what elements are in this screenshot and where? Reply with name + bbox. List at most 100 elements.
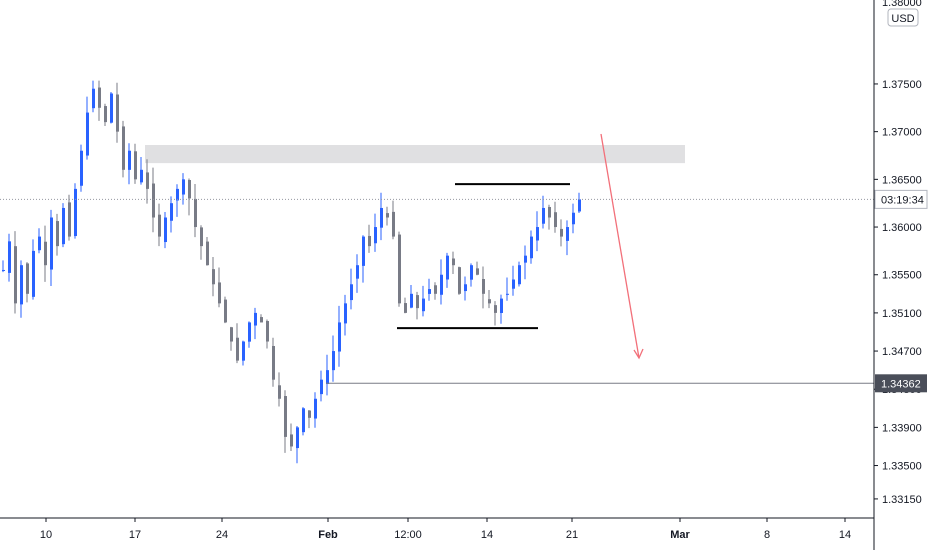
candle[interactable] — [524, 245, 527, 280]
candle[interactable] — [50, 209, 53, 286]
candle[interactable] — [128, 143, 131, 185]
candle[interactable] — [14, 231, 17, 314]
candle[interactable] — [398, 231, 401, 307]
candle[interactable] — [260, 314, 263, 323]
candle[interactable] — [476, 261, 479, 276]
candle[interactable] — [560, 219, 563, 247]
candle[interactable] — [332, 335, 335, 382]
candle[interactable] — [374, 213, 377, 252]
candle[interactable] — [434, 282, 437, 300]
candle[interactable] — [554, 201, 557, 233]
candle[interactable] — [32, 239, 35, 300]
candle[interactable] — [8, 233, 11, 282]
candle[interactable] — [236, 323, 239, 364]
candle[interactable] — [392, 200, 395, 240]
candle[interactable] — [80, 144, 83, 192]
candle[interactable] — [116, 82, 119, 143]
candle[interactable] — [26, 262, 29, 303]
candle[interactable] — [290, 423, 293, 452]
candle[interactable] — [104, 103, 107, 126]
candle[interactable] — [446, 252, 449, 288]
candle[interactable] — [254, 307, 257, 340]
candle[interactable] — [506, 277, 509, 301]
candle[interactable] — [170, 196, 173, 233]
candle[interactable] — [224, 296, 227, 324]
candle[interactable] — [56, 213, 59, 256]
candle[interactable] — [266, 319, 269, 349]
candle[interactable] — [188, 178, 191, 216]
candle[interactable] — [578, 192, 581, 213]
down-arrow-shaft[interactable] — [600, 133, 640, 359]
candle[interactable] — [518, 261, 521, 287]
candle[interactable] — [488, 289, 491, 309]
candle[interactable] — [494, 301, 497, 326]
candle[interactable] — [230, 326, 233, 351]
candle[interactable] — [218, 267, 221, 308]
candle[interactable] — [308, 410, 311, 429]
candle[interactable] — [410, 284, 413, 309]
candle[interactable] — [296, 426, 299, 464]
candle[interactable] — [110, 91, 113, 124]
candle[interactable] — [74, 183, 77, 239]
candle[interactable] — [356, 254, 359, 293]
candle[interactable] — [152, 167, 155, 233]
candle[interactable] — [206, 237, 209, 266]
candle[interactable] — [86, 96, 89, 160]
candle[interactable] — [98, 80, 101, 121]
candle[interactable] — [482, 266, 485, 309]
resistance-zone[interactable] — [145, 145, 685, 164]
candle[interactable] — [380, 192, 383, 241]
candle[interactable] — [134, 143, 137, 184]
candle[interactable] — [302, 407, 305, 436]
candle[interactable] — [566, 220, 569, 256]
candle[interactable] — [146, 159, 149, 204]
candle[interactable] — [500, 294, 503, 324]
candle[interactable] — [314, 392, 317, 428]
candle[interactable] — [470, 263, 473, 287]
candle[interactable] — [428, 278, 431, 301]
candle[interactable] — [536, 211, 539, 252]
candle[interactable] — [92, 80, 95, 113]
candle[interactable] — [212, 257, 215, 297]
candle[interactable] — [122, 120, 125, 178]
candle[interactable] — [416, 291, 419, 320]
candle[interactable] — [512, 265, 515, 296]
candle[interactable] — [284, 390, 287, 453]
candle[interactable] — [278, 372, 281, 407]
candle[interactable] — [44, 225, 47, 282]
candle[interactable] — [404, 297, 407, 314]
candle[interactable] — [542, 195, 545, 229]
candle[interactable] — [140, 157, 143, 185]
candle[interactable] — [68, 194, 71, 241]
candle[interactable] — [458, 266, 461, 295]
candle[interactable] — [362, 235, 365, 283]
candle[interactable] — [422, 285, 425, 317]
candle[interactable] — [452, 251, 455, 274]
candle[interactable] — [572, 203, 575, 234]
candle[interactable] — [464, 276, 467, 301]
candle[interactable] — [248, 321, 251, 348]
candle[interactable] — [20, 260, 23, 318]
candle[interactable] — [242, 340, 245, 366]
currency-badge[interactable] — [887, 8, 919, 27]
candle[interactable] — [200, 225, 203, 260]
candle[interactable] — [158, 203, 161, 247]
candle[interactable] — [164, 211, 167, 249]
candle[interactable] — [38, 228, 41, 254]
candle[interactable] — [440, 259, 443, 305]
candle[interactable] — [2, 260, 5, 273]
candle[interactable] — [548, 204, 551, 230]
candle[interactable] — [62, 203, 65, 248]
candle[interactable] — [320, 370, 323, 402]
candle[interactable] — [326, 354, 329, 396]
candle[interactable] — [368, 224, 371, 253]
candle[interactable] — [194, 183, 197, 238]
candle[interactable] — [338, 305, 341, 367]
candle[interactable] — [176, 184, 179, 217]
candle[interactable] — [272, 337, 275, 387]
candle[interactable] — [386, 206, 389, 226]
candle[interactable] — [530, 230, 533, 264]
candle[interactable] — [344, 294, 347, 336]
